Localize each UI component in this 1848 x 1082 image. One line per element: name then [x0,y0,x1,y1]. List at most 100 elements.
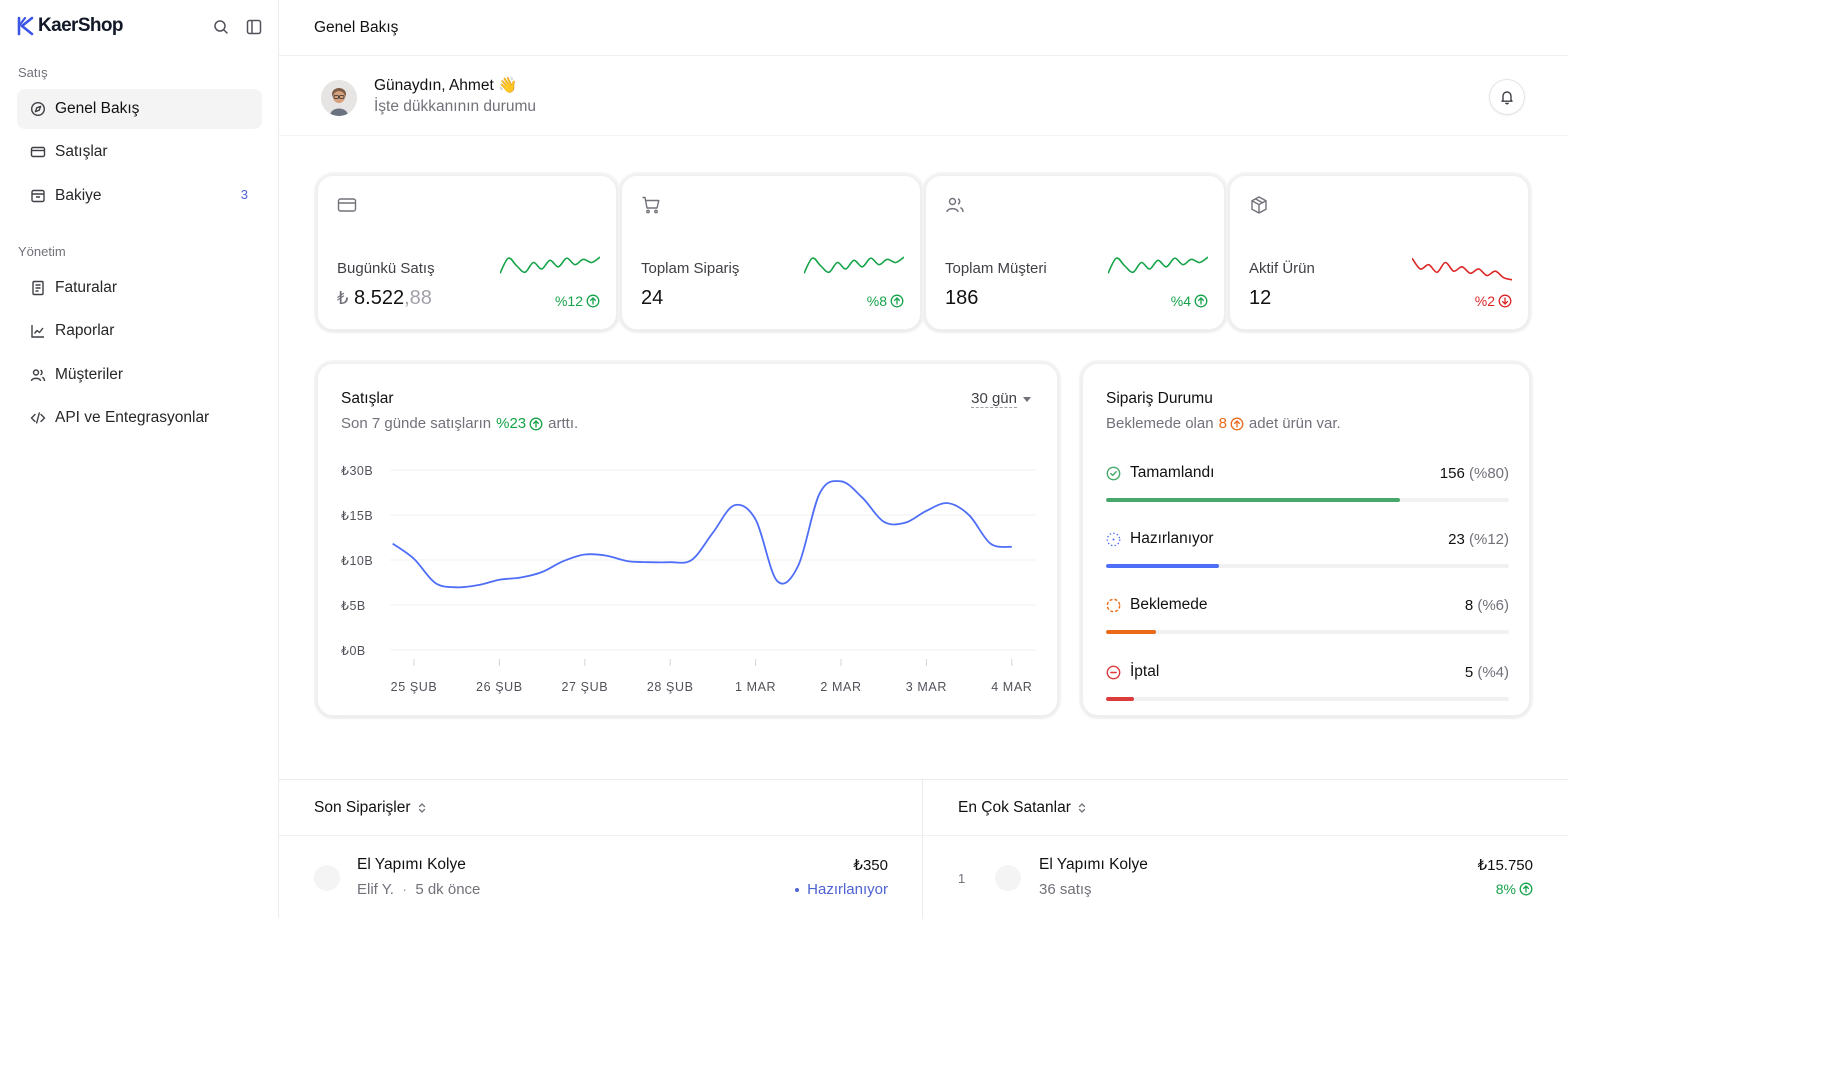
avatar[interactable] [321,80,357,116]
status-label: İptal [1130,663,1160,680]
sidebar-toggle-icon[interactable] [245,18,263,36]
sidebar-item-reports[interactable]: Raporlar [17,311,262,351]
stat-card-total-orders[interactable]: Toplam Sipariş 24 %8 [621,175,921,330]
y-tick-label: ₺10B [341,554,373,568]
column-divider [922,780,923,919]
x-tick-label: 2 MAR [820,680,861,694]
recent-orders-title: Son Siparişler [314,799,411,816]
progress-track [1106,697,1509,701]
arrow-up-circle-icon [586,294,600,308]
stat-change-value: %4 [1170,293,1191,309]
status-row-cancelled[interactable]: İptal 5 (%4) [1106,662,1509,701]
stat-change: %8 [867,293,904,309]
progress-track [1106,498,1509,502]
stat-value: 24 [641,287,664,309]
order-status-title: Sipariş Durumu [1106,390,1213,407]
status-count: 156 [1439,464,1465,482]
progress-track [1106,630,1509,634]
brand[interactable]: KaerShop [16,15,124,37]
status-label: Beklemede [1130,596,1208,613]
sparkline-path [804,256,904,274]
sidebar-section-management: Yönetim [18,244,66,259]
stat-card-total-customers[interactable]: Toplam Müşteri 186 %4 [925,175,1225,330]
greeting-subtitle: İşte dükkanının durumu [374,98,536,115]
order-product-name: El Yapımı Kolye [357,856,466,873]
status-percent: (%6) [1477,596,1509,614]
sort-icon [1078,803,1086,813]
range-select-value: 30 gün [971,390,1017,408]
bottom-lists: Son Siparişler En Çok Satanlar El Yapımı… [279,779,1568,919]
progress-fill [1106,564,1219,568]
line-chart-icon [31,325,44,338]
progress-track [1106,564,1509,568]
sparkline [804,256,904,274]
sidebar-item-overview[interactable]: Genel Bakış [17,89,262,129]
stat-label: Bugünkü Satış [337,260,435,277]
status-row-preparing[interactable]: Hazırlanıyor 23 (%12) [1106,529,1509,568]
status-dot [795,887,800,892]
stat-change-value: %12 [554,293,583,309]
order-meta: Elif Y. · 5 dk önce [357,881,480,898]
avatar-image [321,80,357,116]
arrow-up-circle-icon [529,417,543,430]
sales-title: Satışlar [341,390,394,407]
brand-logo-icon [17,16,34,36]
best-product-name: El Yapımı Kolye [1039,856,1148,873]
status-count: 8 [1464,596,1474,614]
product-thumbnail [995,865,1021,891]
best-sellers-header[interactable]: En Çok Satanlar [958,799,1087,817]
page-title: Genel Bakış [314,19,399,36]
minus-circle-icon [1106,665,1121,679]
sidebar-item-customers[interactable]: Müşteriler [17,355,262,395]
status-label: Hazırlanıyor [1130,530,1214,547]
arrow-up-circle-icon [890,294,904,308]
status-row-completed[interactable]: Tamamlandı 156 (%80) [1106,463,1509,502]
stat-change-value: %8 [866,293,887,309]
stat-value: 186 [945,287,979,309]
credit-card-icon [337,198,357,212]
caret-down-icon [1023,396,1031,402]
box-icon [1251,196,1267,214]
sidebar-item-invoices[interactable]: Faturalar [17,268,262,308]
sparkline [500,256,600,274]
product-thumbnail [314,865,340,891]
greeting-title: Günaydın, Ahmet 👋 [374,77,518,94]
order-time: 5 dk önce [415,881,481,898]
notifications-button[interactable] [1489,79,1525,115]
best-product-change: 8% [1496,881,1533,897]
sales-subtitle: Son 7 günde satışların %23 arttı. [341,415,578,432]
sidebar-item-balance[interactable]: Bakiye 3 [17,176,262,216]
sidebar-item-api[interactable]: API ve Entegrasyonlar [17,398,262,438]
search-icon[interactable] [212,18,230,36]
greeting-bar: Günaydın, Ahmet 👋 İşte dükkanının durumu [279,57,1568,136]
sales-chart-card: Satışlar Son 7 günde satışların %23 artt… [317,363,1058,716]
stat-change: %12 [555,293,600,309]
status-row-pending[interactable]: Beklemede 8 (%6) [1106,595,1509,634]
progress-fill [1106,498,1401,502]
sidebar-item-label: Raporlar [55,322,115,339]
sales-growth-value: %23 [496,415,527,432]
sidebar-item-sales[interactable]: Satışlar [17,132,262,172]
dashed-circle-icon [1106,598,1121,612]
arrow-up-circle-icon [1194,294,1208,308]
sidebar-item-label: Müşteriler [55,366,124,383]
y-tick-label: ₺30B [341,464,373,478]
main-content: Genel Bakış Günaydın, Ahmet 👋 İşte dükka… [279,0,1568,919]
stat-card-today-sales[interactable]: Bugünkü Satış ₺ 8.522,88 %12 [317,175,617,330]
stat-change: %4 [1171,293,1208,309]
range-select[interactable]: 30 gün [971,390,1031,408]
stat-card-active-products[interactable]: Aktif Ürün 12 %2 [1229,175,1529,330]
recent-orders-header[interactable]: Son Siparişler [314,799,427,817]
stat-change: %2 [1475,293,1512,309]
sidebar-item-label: Genel Bakış [55,100,140,117]
x-tick-label: 27 ŞUB [561,680,608,694]
order-status-label: Hazırlanıyor [807,881,888,898]
order-status-subtitle-suffix: adet ürün var. [1248,415,1341,432]
arrow-down-circle-icon [1498,294,1512,308]
wallet-icon [31,189,45,203]
brand-name: KaerShop [38,15,124,36]
sparkline-path [500,256,600,274]
sidebar: KaerShop Satış Genel Bakış Satışlar Baki… [0,0,279,918]
status-percent: (%12) [1468,530,1509,548]
bell-icon [1501,91,1513,105]
